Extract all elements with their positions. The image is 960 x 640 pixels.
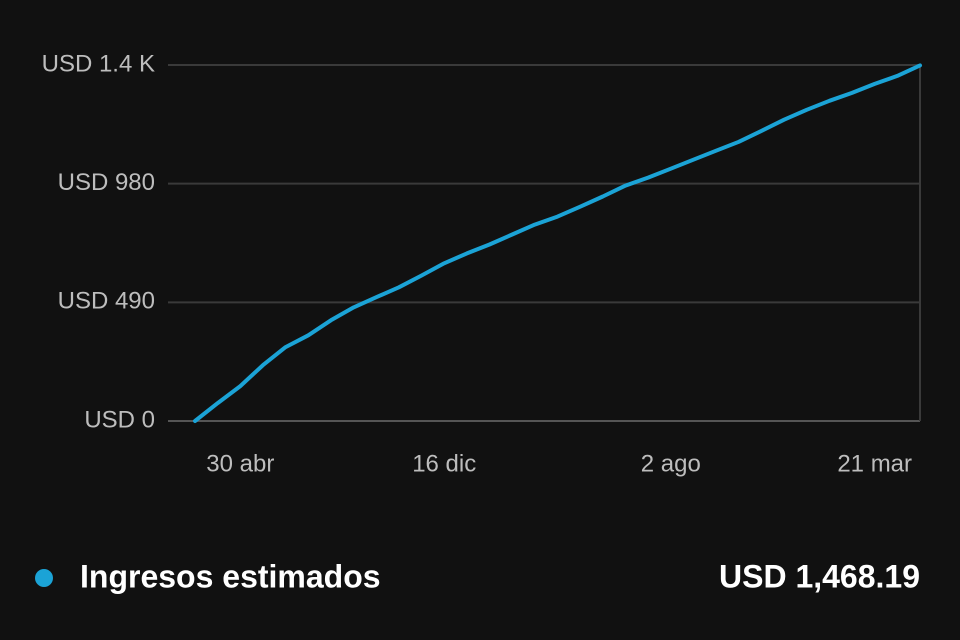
x-tick-label: 2 ago: [641, 450, 701, 477]
x-tick-label: 21 mar: [837, 450, 912, 477]
x-tick-label: 16 dic: [412, 450, 476, 477]
y-tick-label: USD 0: [84, 406, 155, 433]
y-tick-label: USD 1.4 K: [42, 50, 155, 77]
summary-value: USD 1,468.19: [719, 558, 920, 594]
y-tick-label: USD 490: [58, 288, 155, 315]
legend-dot: [35, 569, 53, 587]
legend-label: Ingresos estimados: [80, 558, 381, 594]
line: [193, 63, 922, 423]
y-tick-label: USD 980: [58, 169, 155, 196]
x-tick-label: 30 abr: [206, 450, 274, 477]
